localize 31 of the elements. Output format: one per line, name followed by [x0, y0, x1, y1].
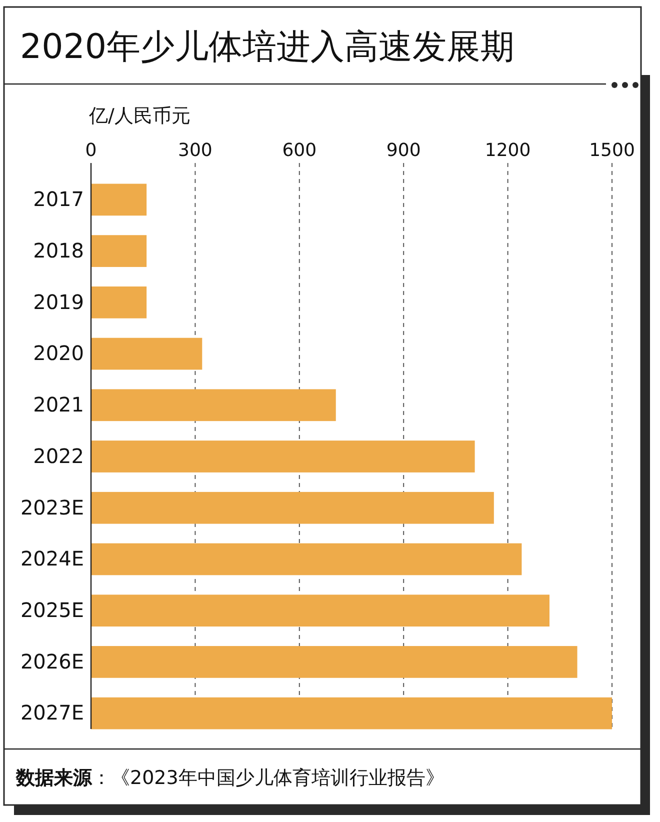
- y-tick-label: 2022: [33, 444, 84, 468]
- bar: [91, 235, 147, 267]
- y-tick-label: 2018: [33, 238, 84, 262]
- y-tick-label: 2026E: [20, 649, 84, 674]
- bar: [91, 184, 147, 216]
- x-tick-label: 0: [85, 140, 97, 161]
- y-tick-label: 2023E: [20, 495, 84, 520]
- bar: [91, 646, 578, 678]
- y-tick-label: 2020: [33, 341, 84, 366]
- bar: [91, 492, 494, 524]
- y-tick-label: 2027E: [20, 700, 84, 725]
- x-tick-label: 900: [386, 140, 421, 161]
- y-tick-label: 2019: [33, 290, 84, 314]
- y-tick-label: 2025E: [20, 598, 84, 622]
- chart-title: 2020年少儿体培进入高速发展期: [20, 27, 515, 67]
- x-tick-label: 600: [282, 140, 317, 161]
- bar: [91, 389, 336, 422]
- y-tick-label: 2017: [33, 187, 84, 212]
- bar: [91, 543, 522, 576]
- bar: [91, 440, 475, 472]
- x-tick-label: 300: [178, 140, 212, 161]
- y-tick-label: 2021: [33, 392, 84, 417]
- x-tick-label: 1200: [484, 140, 531, 161]
- bar: [91, 594, 550, 627]
- bar: [91, 697, 612, 730]
- y-tick-label: 2024E: [20, 546, 84, 571]
- source-note: 数据来源：《2023年中国少儿体育培训行业报告》: [15, 767, 444, 789]
- bar: [91, 286, 147, 318]
- x-axis-title: 亿/人民币元: [88, 105, 190, 127]
- bar: [91, 338, 202, 370]
- x-tick-label: 1500: [589, 140, 635, 161]
